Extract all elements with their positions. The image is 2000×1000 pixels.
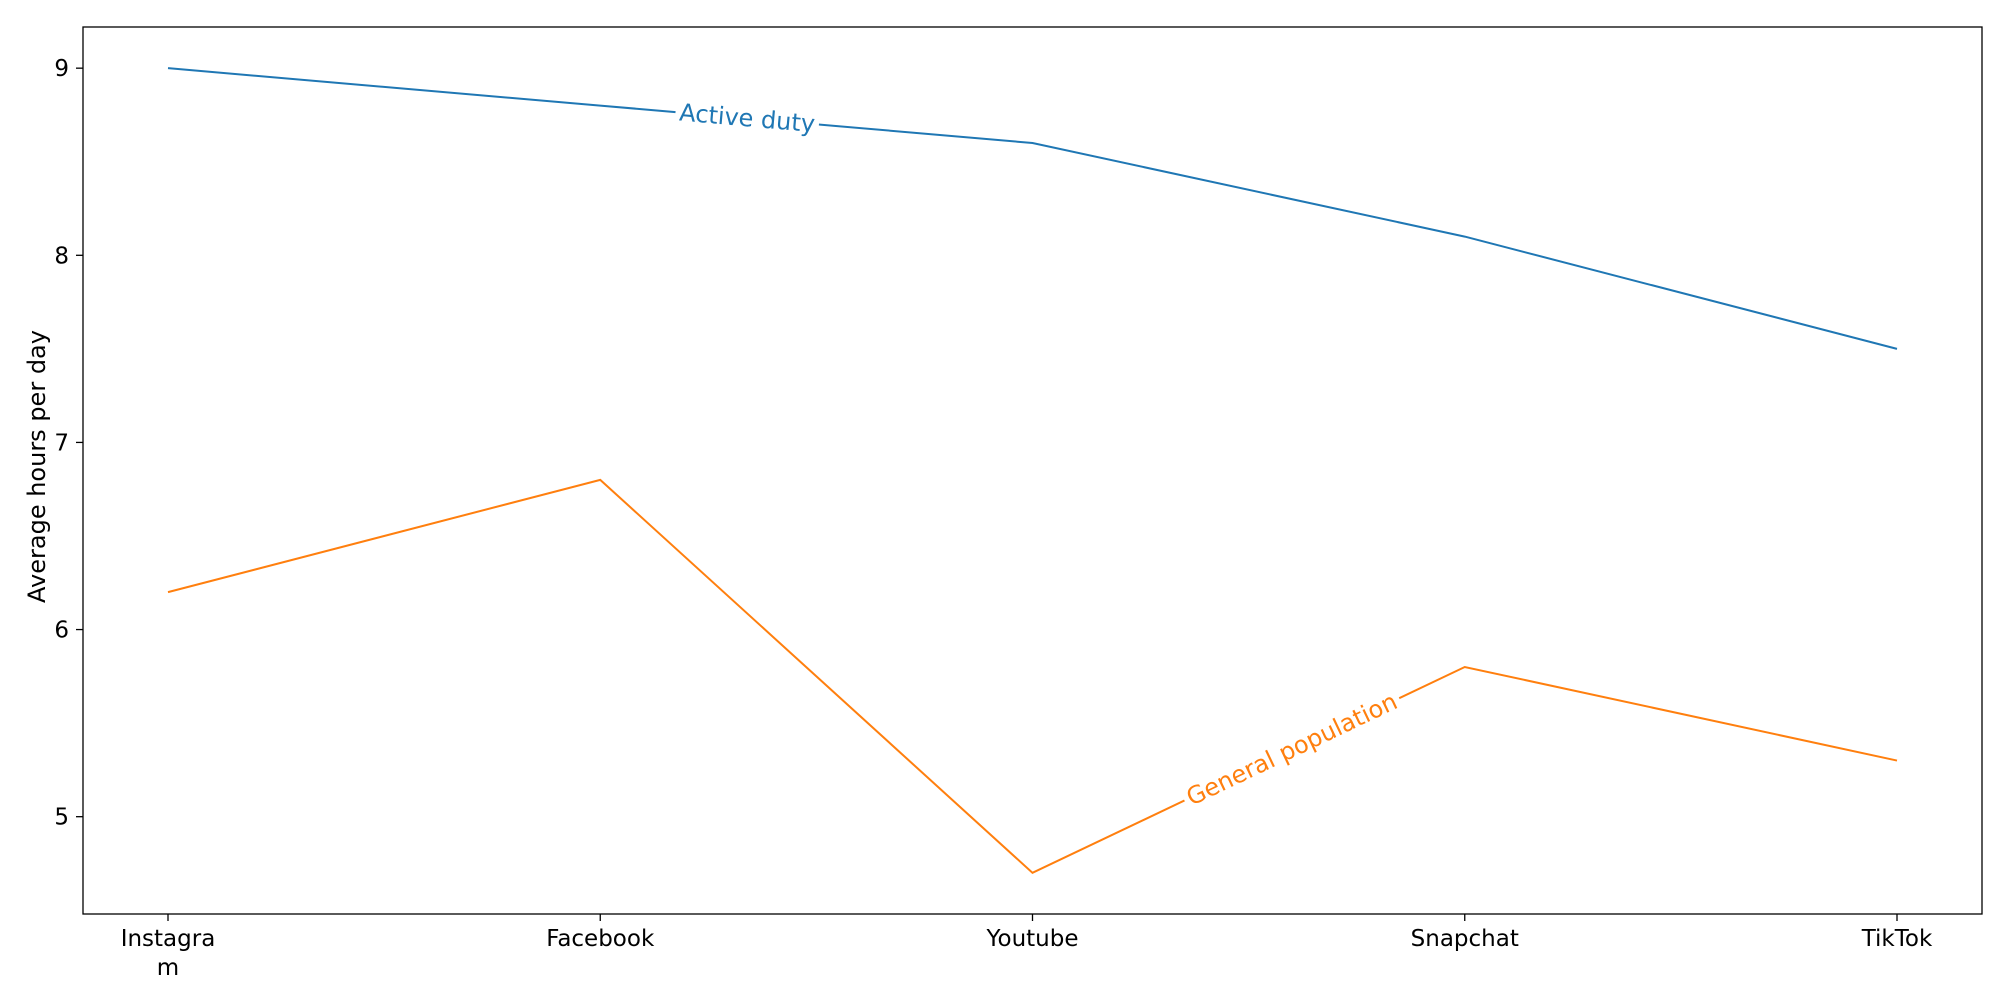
x-tick-label: Facebook	[546, 926, 655, 952]
x-tick-label: Youtube	[986, 926, 1079, 952]
series-lines	[167, 67, 1898, 875]
x-tick-label: Snapchat	[1411, 926, 1519, 952]
x-tick-label: TikTok	[1861, 926, 1933, 952]
series-inline-label-1: General population	[1182, 687, 1402, 811]
x-tick-label: Instagra m	[121, 926, 216, 981]
series-line-0	[167, 67, 1898, 350]
series-inline-label-0: Active duty	[678, 99, 816, 139]
y-tick-label: 8	[54, 243, 69, 269]
y-axis-label: Average hours per day	[23, 330, 51, 603]
series-inline-labels: Active duty General population	[674, 99, 1405, 812]
x-axis-ticks: Instagra m Facebook Youtube Snapchat TikTok	[121, 914, 1933, 981]
y-tick-label: 9	[54, 56, 69, 82]
y-tick-label: 7	[54, 430, 69, 456]
series-label-gap-0	[674, 100, 820, 137]
y-tick-label: 6	[54, 618, 69, 644]
y-tick-label: 5	[54, 805, 69, 831]
y-axis-ticks: 5 6 7 8 9	[54, 56, 83, 831]
series-line-1	[167, 478, 1898, 875]
series-label-gap-1	[1179, 687, 1405, 812]
plot-frame	[82, 26, 1983, 915]
